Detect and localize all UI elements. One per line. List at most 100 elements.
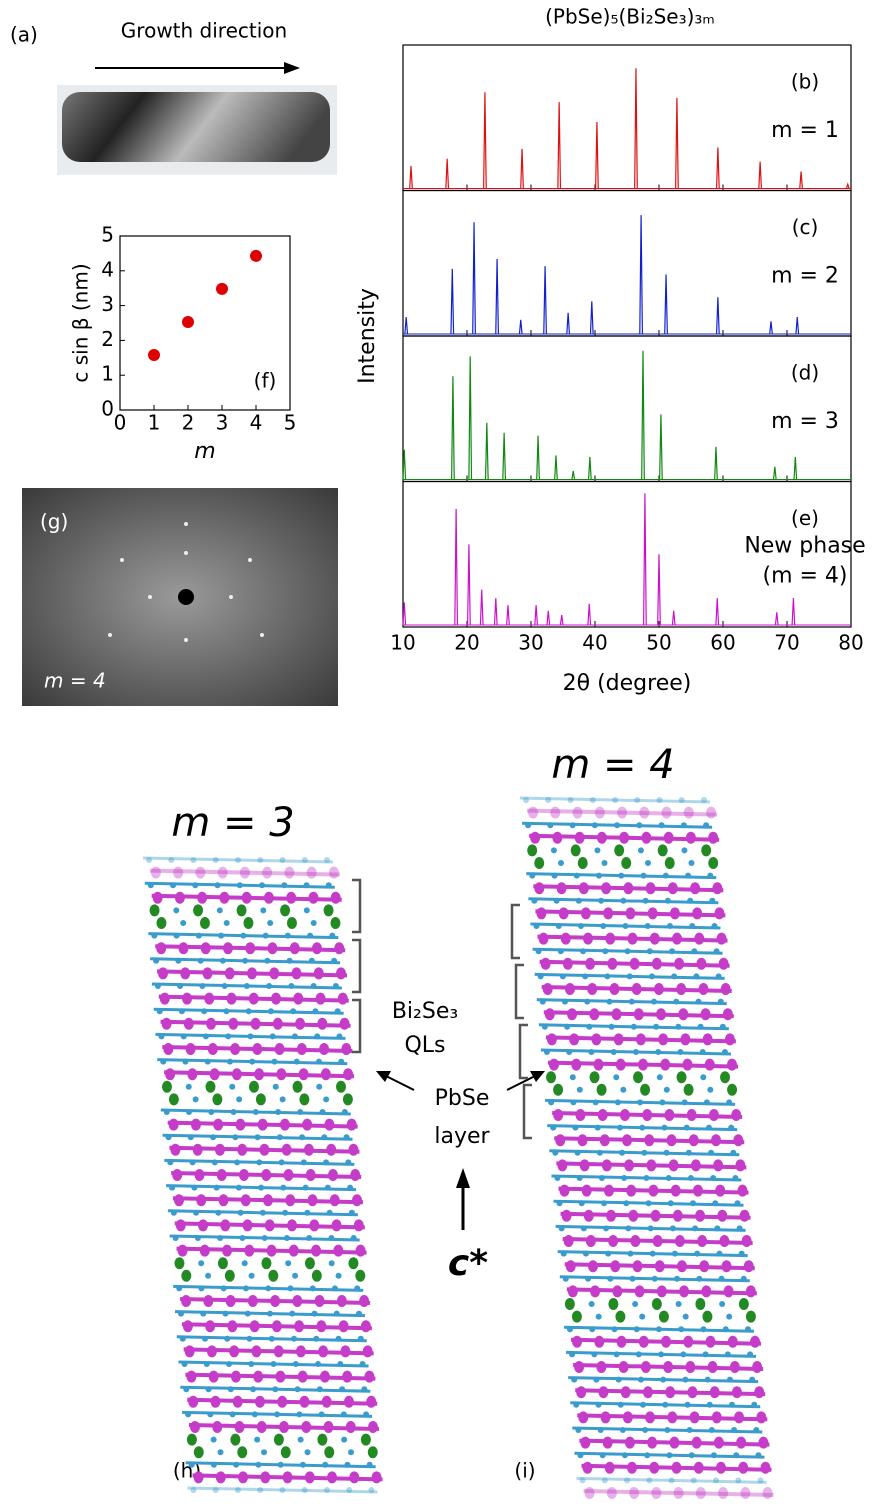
atom [219,891,230,904]
atom [708,1149,715,1156]
arrow-head [284,62,300,74]
atom [580,907,591,920]
atom [239,866,250,879]
atom [319,1109,326,1115]
atom [234,1159,241,1166]
atom [205,1272,212,1279]
x-tick-label: 80 [838,631,863,655]
atom [608,1235,619,1247]
atom [747,1351,754,1358]
panel-label: (c) [792,215,819,239]
y-tick-label: 4 [101,257,114,281]
atom [564,983,575,995]
atom [612,1285,623,1298]
atom [623,882,634,895]
atom [165,1134,172,1141]
atom [323,904,334,917]
atom [548,1058,559,1071]
atom [333,1310,340,1317]
atom [311,1244,322,1257]
x-axis-label: m [194,439,215,464]
atom [656,1285,667,1298]
atom [555,923,562,929]
atom [193,904,204,917]
atom [711,1134,722,1147]
panel-name: m = 1 [771,118,839,143]
atom [682,1058,693,1071]
atom [274,1043,285,1055]
atom [350,1235,357,1241]
peak [554,455,558,480]
atom [293,992,304,1005]
atom [181,1361,188,1367]
atom [255,1461,262,1468]
atom [640,872,647,879]
atom [607,1275,614,1282]
atom [344,1461,351,1468]
atom [525,822,532,829]
atom [741,1235,752,1247]
atom [667,1200,674,1207]
atom [202,967,213,980]
atom [611,1326,618,1333]
atom [338,1058,345,1065]
atom [295,1017,306,1030]
diffraction-spot [260,633,264,637]
atom [570,1099,577,1106]
atom [285,1194,296,1207]
atom [710,1175,717,1181]
atom [536,907,547,920]
peak [518,319,523,335]
atom [664,857,675,869]
atom [573,1401,580,1408]
peak [536,435,540,480]
atom [152,891,163,904]
diffraction-spot [184,551,188,555]
peak [479,589,484,626]
atom [596,872,603,879]
atom [621,857,632,869]
atom [222,1310,229,1317]
x-tick-label: 1 [148,411,161,435]
atom [535,948,542,955]
atom [343,1068,354,1081]
atom [218,1194,229,1207]
x-tick-label: 3 [216,411,229,435]
diffraction-spot [184,638,188,642]
peak [769,321,773,335]
atom [644,923,651,929]
atom [321,1395,332,1408]
atom [594,847,601,854]
atom [738,1250,745,1257]
atom [587,1260,598,1273]
atom [224,1269,235,1282]
atom [690,1477,697,1484]
atom [653,983,664,995]
atom [719,1235,730,1247]
atom [267,1008,274,1015]
atom [223,920,230,926]
atom [252,1043,263,1055]
atom [236,1096,243,1103]
data-point [216,282,228,295]
bracket [510,903,520,960]
atom [685,831,696,844]
atom [237,1143,248,1156]
atom [645,882,656,895]
atom [181,1269,192,1282]
atom [617,1401,624,1408]
atom [542,983,553,995]
atom [579,1477,586,1484]
atom [614,844,625,857]
bracket [352,938,362,994]
atom [632,1301,639,1307]
atom [609,983,620,995]
atom [331,1219,342,1232]
peak [484,422,489,480]
atom [575,1427,582,1433]
atom [274,1411,281,1418]
peak [502,432,507,480]
atom [208,1109,215,1115]
atom [243,983,250,989]
peak [559,615,564,626]
